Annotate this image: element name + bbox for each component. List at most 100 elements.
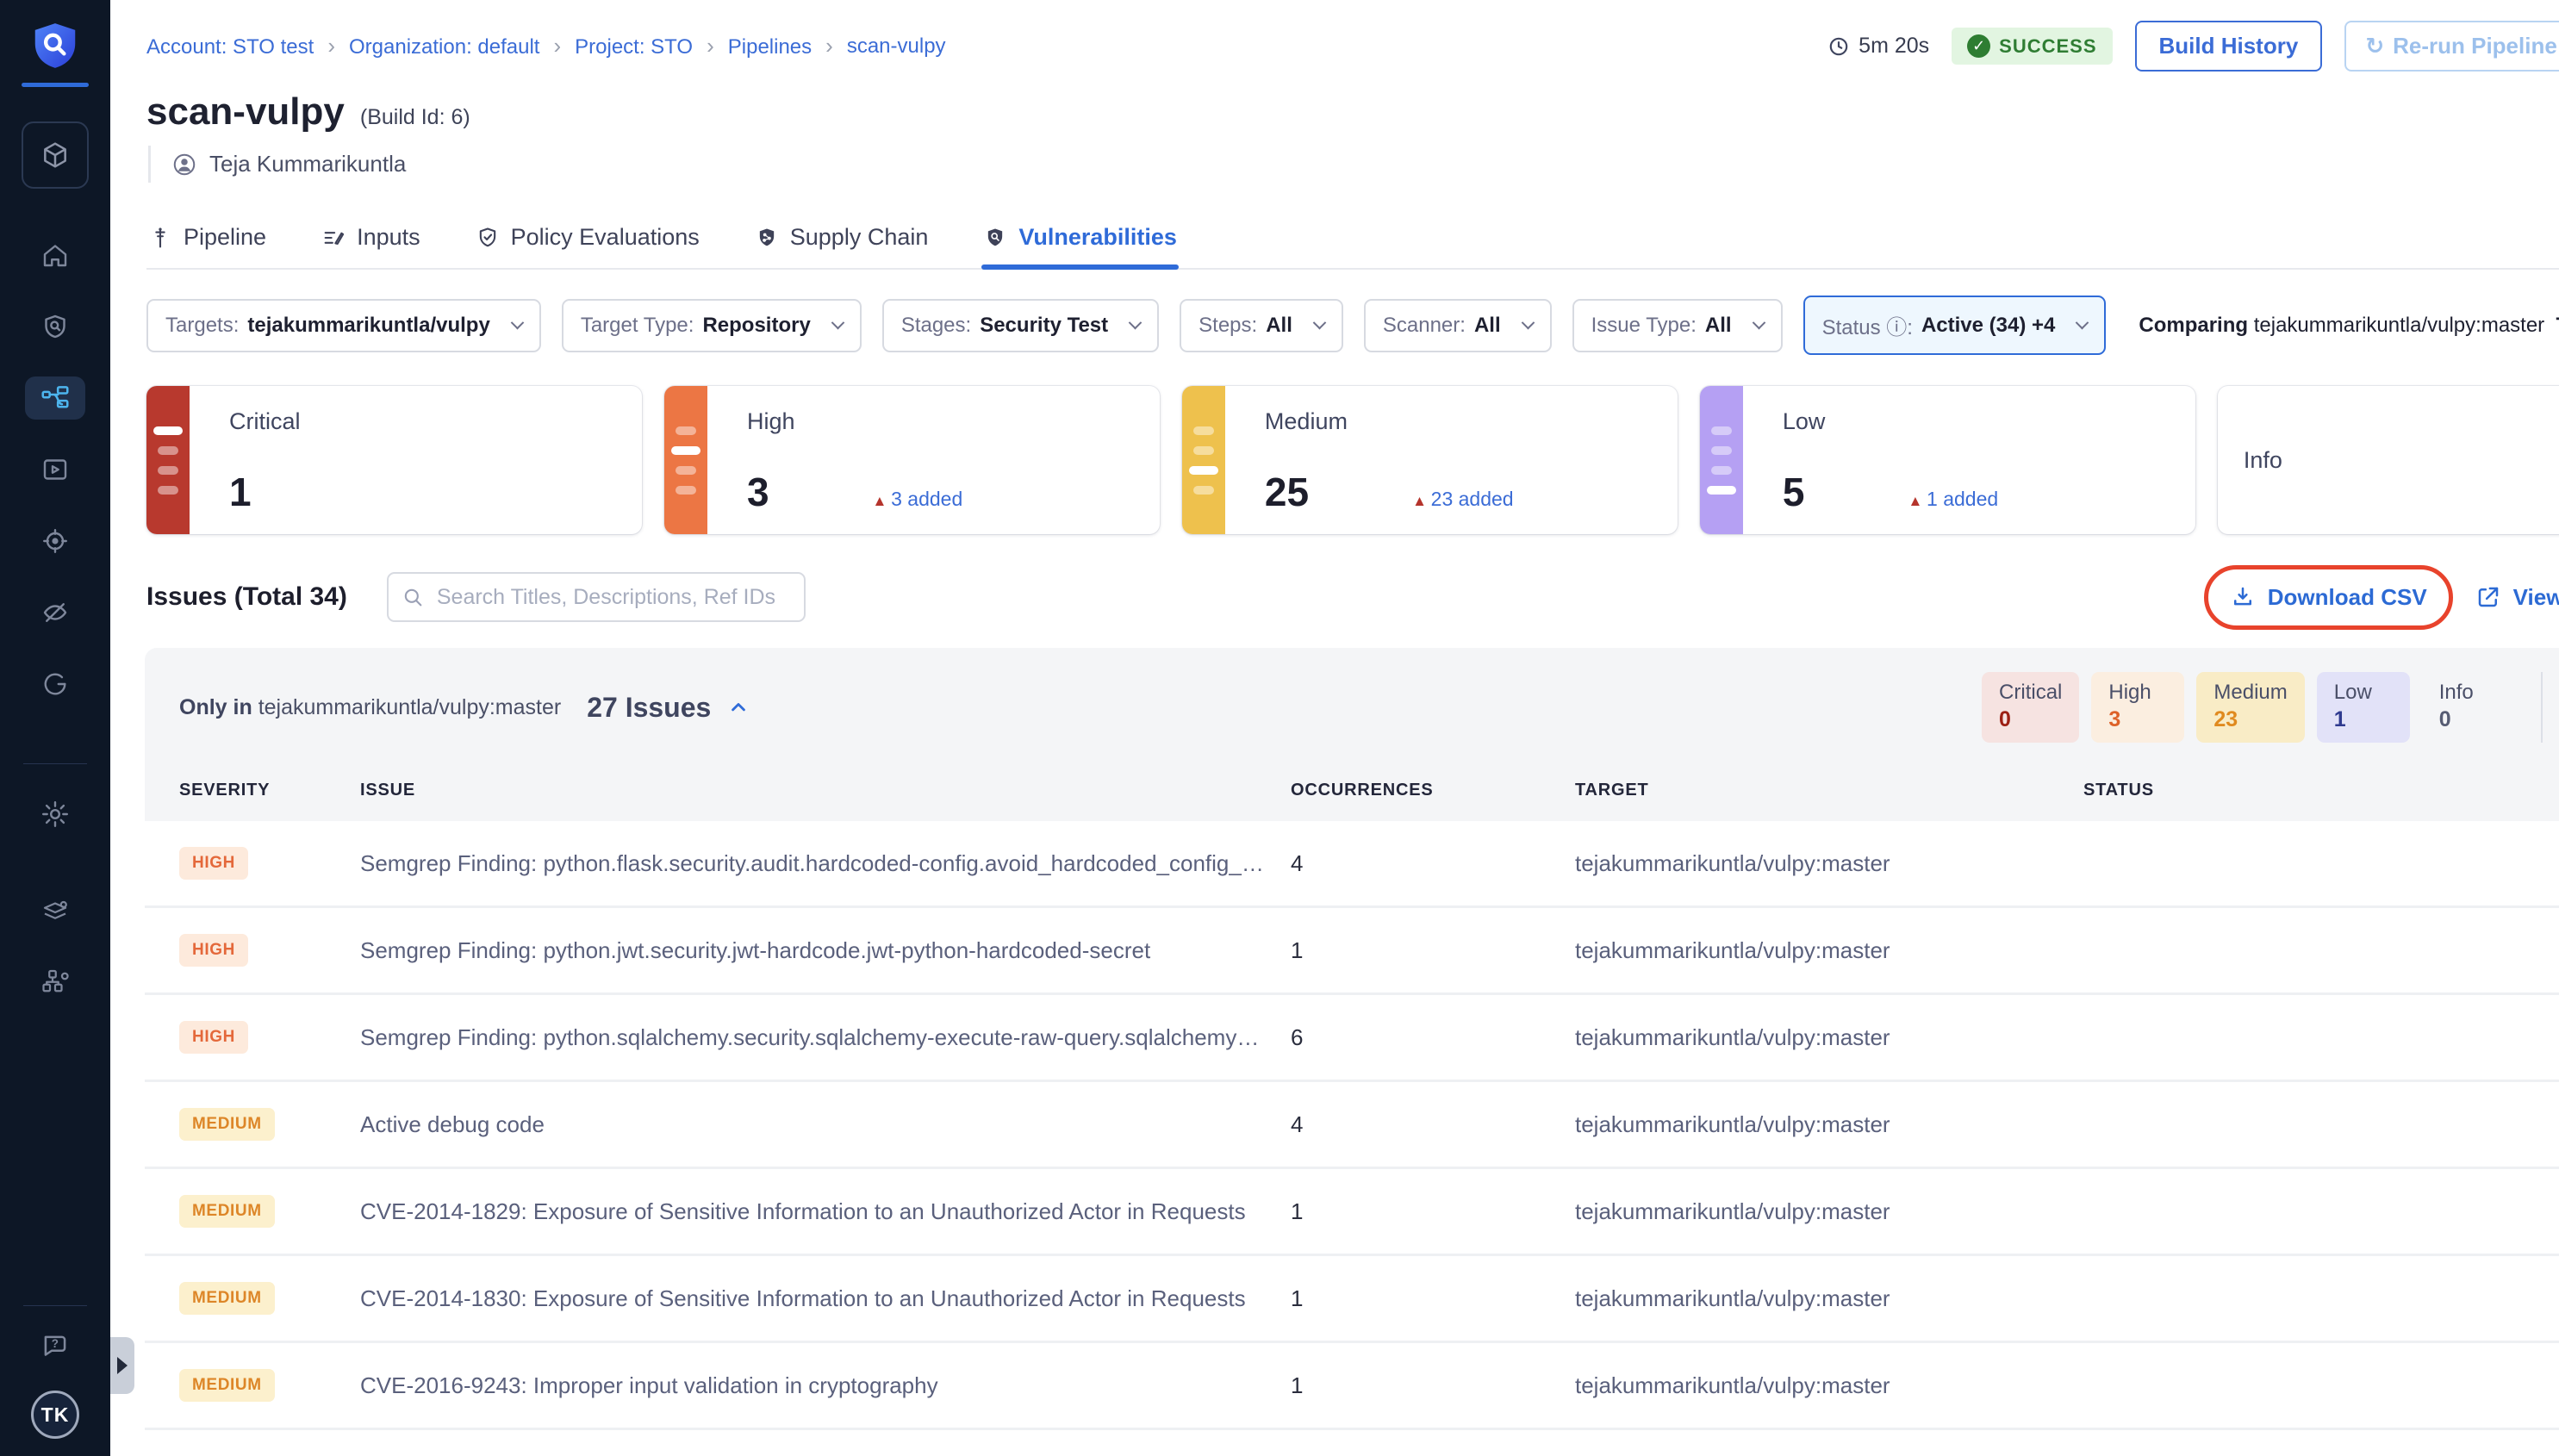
search-input[interactable] <box>386 572 806 622</box>
severity-chip[interactable]: Low 1 <box>2316 672 2410 743</box>
severity-chip-filters: Critical 0 High 3 Medium 23 <box>1982 672 2559 743</box>
issue-row[interactable]: HIGH Semgrep Finding: python.sqlalchemy.… <box>145 995 2559 1082</box>
issue-target: tejakummarikuntla/vulpy:master <box>1575 1285 1890 1311</box>
sidebar-expand-handle[interactable] <box>110 1337 134 1394</box>
severity-chip[interactable]: Medium 23 <box>2196 672 2305 743</box>
col-status: STATUS <box>2083 781 2154 800</box>
issue-row[interactable]: MEDIUM CVE-2014-1829: Exposure of Sensit… <box>145 1169 2559 1256</box>
severity-badge: HIGH <box>179 847 248 880</box>
issue-row[interactable]: HIGH Semgrep Finding: python.jwt.securit… <box>145 908 2559 995</box>
sidebar-item-home[interactable] <box>25 233 85 277</box>
chevron-down-icon <box>510 315 525 330</box>
issue-occurrences: 1 <box>1291 1198 1304 1224</box>
severity-card-count: 5 <box>1782 470 1805 514</box>
tab-policy-evaluations[interactable]: Policy Evaluations <box>474 212 701 268</box>
severity-bar-icon <box>1181 386 1225 534</box>
severity-card-count: 1 <box>229 470 252 514</box>
breadcrumb-link[interactable]: scan-vulpy <box>846 34 946 58</box>
info-card-label: Info <box>2243 446 2282 473</box>
module-cube-icon <box>44 142 66 168</box>
inputs-icon <box>324 231 345 245</box>
breadcrumb-link[interactable]: Account: STO test <box>146 33 349 59</box>
sidebar-item-org-settings[interactable] <box>25 960 85 1003</box>
breadcrumb-link[interactable]: Pipelines <box>728 33 847 59</box>
severity-bar-icon <box>663 386 707 534</box>
severity-card-label: Critical <box>229 408 301 434</box>
issue-row[interactable]: MEDIUM Active debug code 4 tejakummariku… <box>145 1082 2559 1169</box>
severity-card-label: High <box>746 408 795 434</box>
issue-title: Active debug code <box>360 1111 545 1137</box>
chevron-down-icon <box>1521 315 1535 330</box>
severity-bar-icon <box>146 386 190 534</box>
issue-row[interactable]: HIGH Semgrep Finding: python.flask.secur… <box>145 821 2559 908</box>
filter-pill[interactable]: Status ⓘ: Active (34) +4 <box>1803 296 2107 355</box>
tab-pipeline[interactable]: Pipeline <box>146 212 268 268</box>
shield-network-icon <box>759 228 774 246</box>
issue-group-header: Only in tejakummarikuntla/vulpy:master 2… <box>145 648 2559 751</box>
info-card[interactable]: Info 0 <box>2217 386 2559 534</box>
sto-shield-logo[interactable] <box>28 19 82 72</box>
sidebar-item-executions[interactable] <box>25 448 85 491</box>
tab-vulnerabilities[interactable]: Vulnerabilities <box>981 212 1179 270</box>
filter-pill[interactable]: Steps: All <box>1180 298 1343 352</box>
severity-card-label: Low <box>1782 408 1826 434</box>
author-name: Teja Kummarikuntla <box>209 151 407 177</box>
severity-added-label: 1 added <box>1908 488 1998 511</box>
sidebar-item-pipelines[interactable] <box>25 376 85 420</box>
build-history-button[interactable]: Build History <box>2134 21 2323 72</box>
sidebar-item-scans[interactable] <box>25 305 85 348</box>
breadcrumb-link[interactable]: Project: STO <box>575 33 728 59</box>
issue-target: tejakummarikuntla/vulpy:master <box>1575 849 1890 876</box>
group-scope-label: Only in tejakummarikuntla/vulpy:master <box>179 694 562 719</box>
severity-card[interactable]: High 3 3 added <box>663 386 1160 534</box>
sidebar-item-settings[interactable] <box>25 793 85 836</box>
issue-row[interactable]: MEDIUM CVE-2014-1830: Exposure of Sensit… <box>145 1256 2559 1343</box>
breadcrumb-link[interactable]: Organization: default <box>349 33 575 59</box>
title-row: scan-vulpy (Build Id: 6) <box>146 90 2559 134</box>
sidebar-item-baselines[interactable] <box>25 663 85 706</box>
sidebar-item-exemptions[interactable] <box>25 591 85 634</box>
tab-supply-chain[interactable]: Supply Chain <box>753 212 931 268</box>
severity-card[interactable]: Medium 25 23 added <box>1181 386 1678 534</box>
severity-chip[interactable]: Exempted 0 <box>2540 672 2559 743</box>
severity-card[interactable]: Low 5 1 added <box>1699 386 2195 534</box>
col-issue: ISSUE <box>360 781 416 800</box>
filter-pill[interactable]: Scanner: All <box>1363 298 1552 352</box>
severity-added-label: 23 added <box>1412 488 1514 511</box>
breadcrumb: Account: STO testOrganization: defaultPr… <box>146 33 946 59</box>
filter-pill[interactable]: Targets: tejakummarikuntla/vulpy <box>146 298 541 352</box>
module-selector[interactable] <box>22 121 89 189</box>
view-in-dashboard-button[interactable]: View in Dashboard <box>2475 584 2559 611</box>
tab-inputs[interactable]: Inputs <box>320 212 422 268</box>
severity-card[interactable]: Critical 1 <box>146 386 642 534</box>
filter-pill[interactable]: Target Type: Repository <box>561 298 862 352</box>
severity-badge: HIGH <box>179 934 248 967</box>
issue-row[interactable]: MEDIUM CVE-2016-9243: Improper input val… <box>145 1343 2559 1430</box>
severity-chip[interactable]: Info 0 <box>2438 681 2474 731</box>
user-avatar[interactable]: TK <box>31 1391 79 1439</box>
chevron-up-icon[interactable] <box>726 695 750 719</box>
executions-icon <box>43 459 67 480</box>
sidebar-item-targets[interactable] <box>25 520 85 563</box>
issue-occurrences: 1 <box>1291 1285 1304 1311</box>
rerun-pipeline-button[interactable]: ↻ Re-run Pipeline <box>2344 21 2559 72</box>
header-actions: 5m 20s ✓ SUCCESS Build History ↻ Re-run … <box>1827 21 2559 72</box>
issue-target: tejakummarikuntla/vulpy:master <box>1575 1198 1890 1224</box>
severity-chip[interactable]: High 3 <box>2091 672 2185 743</box>
pipeline-icon <box>155 227 165 248</box>
chevron-down-icon <box>1128 315 1143 330</box>
page-title: scan-vulpy <box>146 90 345 133</box>
severity-chip[interactable]: Critical 0 <box>1982 672 2080 743</box>
severity-badge: MEDIUM <box>179 1195 275 1228</box>
sidebar-item-help[interactable]: ? <box>25 1325 85 1368</box>
filter-pill[interactable]: Stages: Security Test <box>881 298 1160 352</box>
issue-row[interactable]: MEDIUM CVE-2017-11424: PyJWT... 1 tejaku… <box>145 1430 2559 1456</box>
download-csv-button[interactable]: Download CSV <box>2230 584 2427 611</box>
sidebar-item-default-settings[interactable] <box>25 891 85 934</box>
severity-card-count: 3 <box>746 470 769 514</box>
filter-pill[interactable]: Issue Type: All <box>1572 298 1783 352</box>
module-active-underline <box>22 83 89 87</box>
issue-target: tejakummarikuntla/vulpy:master <box>1575 1372 1890 1398</box>
issue-title: Semgrep Finding: python.jwt.security.jwt… <box>360 936 1151 963</box>
